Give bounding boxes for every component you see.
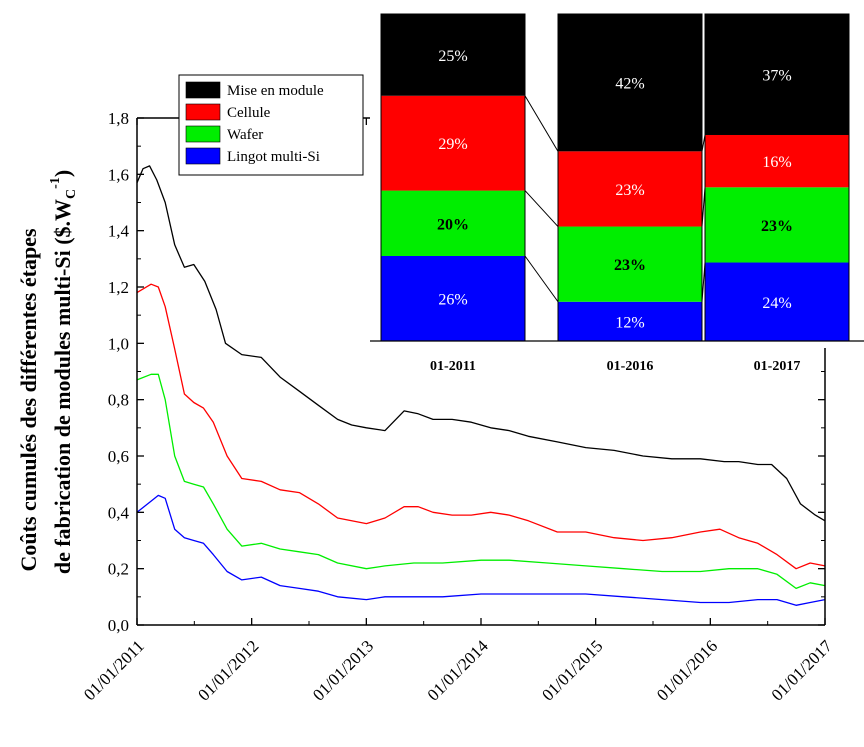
x-tick-label: 01/01/2013 bbox=[309, 636, 377, 704]
y-tick-label: 1,0 bbox=[108, 334, 129, 353]
x-tick-label: 01/01/2012 bbox=[194, 636, 262, 704]
legend-swatch bbox=[185, 125, 221, 143]
inset-segment-label: 26% bbox=[438, 291, 467, 308]
inset-segment-label: 29% bbox=[438, 136, 467, 153]
x-tick-label: 01/01/2014 bbox=[424, 636, 493, 705]
y-axis-label-line1: Coûts cumulés des différentes étapes bbox=[16, 228, 41, 571]
inset-connector-line bbox=[701, 262, 706, 302]
inset-bar-segment bbox=[705, 134, 849, 188]
inset-segment-label: 37% bbox=[762, 67, 791, 84]
y-tick-label: 1,6 bbox=[108, 165, 129, 184]
legend-label: Lingot multi-Si bbox=[227, 149, 320, 165]
series-line-2 bbox=[136, 373, 826, 590]
legend-label: Cellule bbox=[227, 105, 271, 121]
inset-bar-segment bbox=[381, 255, 525, 341]
inset-bar-segment bbox=[705, 262, 849, 341]
inset-bar-segment bbox=[558, 301, 702, 341]
series-line-3 bbox=[136, 494, 826, 606]
y-tick-label: 0,0 bbox=[108, 616, 129, 635]
inset-category-labels: 01-2011 01-2016 01-2017 bbox=[370, 340, 864, 374]
inset-connector-line bbox=[701, 187, 706, 227]
legend-label: Mise en module bbox=[227, 83, 324, 99]
inset-segment-label: 12% bbox=[615, 314, 644, 331]
inset-bar-segment bbox=[558, 226, 702, 302]
series-line-0 bbox=[136, 165, 826, 522]
legend-swatch bbox=[185, 103, 221, 121]
y-axis-label-line2-main: de fabrication de modules multi-Si ($.W bbox=[50, 199, 75, 574]
y-tick-label: 1,2 bbox=[108, 278, 129, 297]
inset-bar-segment bbox=[558, 151, 702, 227]
inset-bar-segment bbox=[381, 190, 525, 256]
series-layer bbox=[136, 165, 826, 606]
x-tick-label: 01/01/2011 bbox=[80, 636, 148, 704]
y-axis-label-line2: de fabrication de modules multi-Si ($.WC… bbox=[48, 170, 79, 574]
y-tick-label: 0,8 bbox=[108, 391, 129, 410]
inset-category-label: 01-2011 bbox=[430, 359, 476, 374]
inset-bar-segment bbox=[381, 95, 525, 191]
inset-connector-line bbox=[701, 134, 706, 152]
y-tick-label: 0,2 bbox=[108, 560, 129, 579]
inset-segment-label: 24% bbox=[762, 295, 791, 312]
series-line-1 bbox=[136, 283, 826, 570]
inset-bar-segment bbox=[381, 14, 525, 96]
legend-label: Wafer bbox=[227, 127, 263, 143]
x-tick-label: 01/01/2015 bbox=[538, 636, 606, 704]
legend-swatch bbox=[185, 81, 221, 99]
inset-category-label: 01-2017 bbox=[754, 359, 801, 374]
inset-segment-label: 20% bbox=[437, 216, 469, 233]
inset-segment-label: 25% bbox=[438, 48, 467, 65]
legend: Mise en module Cellule Wafer Lingot multi-S… bbox=[178, 74, 364, 176]
inset-segment-label: 23% bbox=[614, 257, 646, 274]
y-tick-label: 0,6 bbox=[108, 447, 129, 466]
inset-segment-labels: 26% 20% 29% 25% 12% 23% 23% 42% 24% 23% 16% 37% bbox=[437, 48, 793, 332]
inset-segment-label: 23% bbox=[761, 218, 793, 235]
inset-bars bbox=[380, 13, 850, 342]
inset-connector-line bbox=[524, 190, 559, 227]
inset-segment-label: 42% bbox=[615, 76, 644, 93]
inset-segment-label: 16% bbox=[762, 154, 791, 171]
y-tick-labels: 0,0 0,2 0,4 0,6 0,8 1,0 1,2 1,4 1,6 1,8 bbox=[108, 109, 825, 635]
inset-category-label: 01-2016 bbox=[607, 359, 654, 374]
x-tick-label: 01/01/2016 bbox=[653, 636, 721, 704]
y-tick-label: 0,4 bbox=[108, 503, 130, 522]
inset-connector-line bbox=[524, 95, 559, 152]
x-tick-label: 01/01/2017 bbox=[768, 636, 837, 705]
y-tick-label: 1,8 bbox=[108, 109, 129, 128]
inset-segment-label: 23% bbox=[615, 182, 644, 199]
inset-bar-segment bbox=[558, 14, 702, 152]
inset-bar-segment bbox=[705, 187, 849, 263]
inset-connectors bbox=[524, 95, 706, 303]
y-tick-label: 1,4 bbox=[108, 222, 130, 241]
inset-bar-segment bbox=[705, 14, 849, 135]
y-axis-label-superscript: -1 bbox=[48, 177, 63, 189]
y-axis-label-subscript: C bbox=[64, 189, 79, 199]
y-axis-label-close: ) bbox=[50, 170, 75, 177]
legend-swatch bbox=[185, 147, 221, 165]
inset-connector-line bbox=[524, 255, 559, 303]
inset-bar-chart: 26% 20% 29% 25% 12% 23% 23% 42% 24% 23% 16% 37% 01-… bbox=[370, 8, 864, 374]
